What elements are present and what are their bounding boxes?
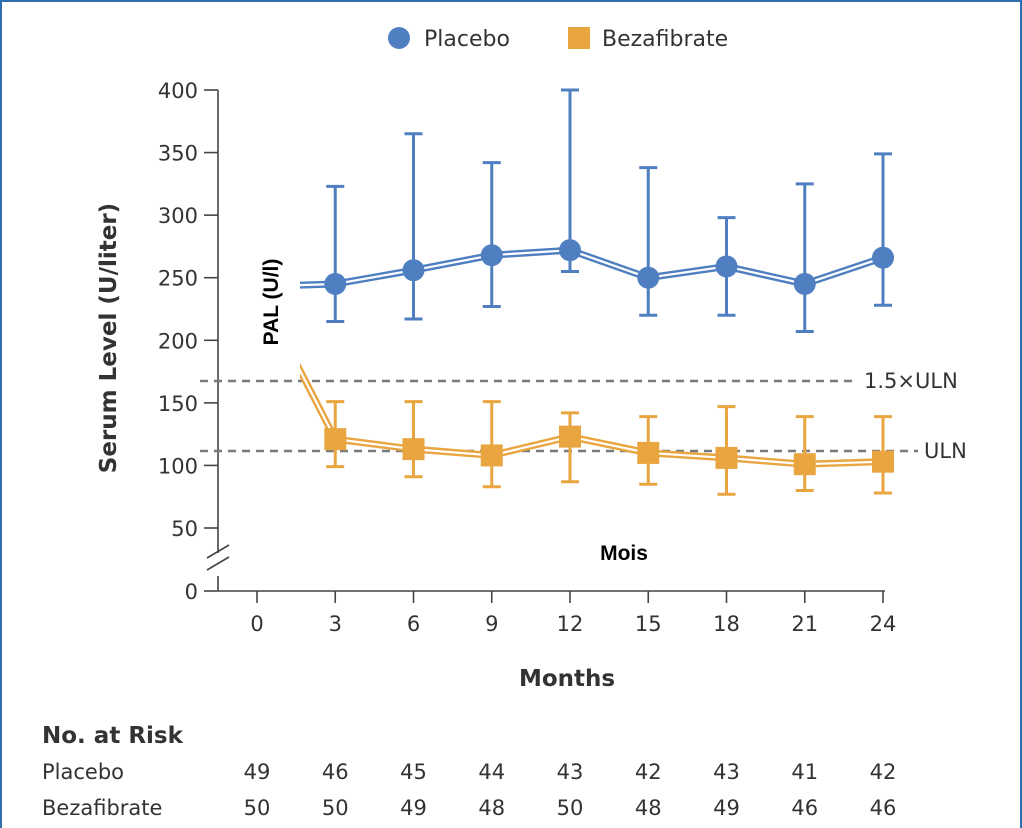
- y-tick-label: 200: [158, 329, 198, 353]
- x-tick-label: 9: [485, 612, 498, 636]
- data-point: [793, 272, 816, 295]
- data-point: [715, 446, 738, 469]
- y-tick-label: 300: [158, 204, 198, 228]
- y-tick-label: 0: [185, 580, 198, 604]
- risk-value: 46: [791, 796, 818, 820]
- risk-value: 44: [478, 760, 505, 784]
- data-point: [793, 453, 816, 476]
- risk-value: 43: [713, 760, 740, 784]
- x-tick-label: 0: [250, 612, 263, 636]
- risk-value: 50: [557, 796, 584, 820]
- x-tick-label: 12: [557, 612, 584, 636]
- data-point: [480, 444, 503, 467]
- ref-label-1-5uln: 1.5×ULN: [864, 369, 958, 393]
- risk-value: 49: [400, 796, 427, 820]
- risk-value: 46: [870, 796, 897, 820]
- data-point: [402, 438, 425, 461]
- risk-table-title: No. at Risk: [42, 723, 184, 749]
- ref-label-uln: ULN: [924, 439, 967, 463]
- data-point: [324, 428, 347, 451]
- data-point: [480, 244, 503, 267]
- risk-value: 42: [870, 760, 897, 784]
- legend-bezafibrate-marker: [568, 27, 590, 49]
- y-tick-label: 350: [158, 142, 198, 166]
- y-tick-label: 250: [158, 267, 198, 291]
- x-ticks: 0 3 6 9 12 15 18 21 24: [250, 591, 896, 636]
- x-tick-label: 15: [635, 612, 662, 636]
- risk-row-label-placebo: Placebo: [42, 760, 124, 784]
- y-axis-title: Serum Level (U/liter): [96, 203, 122, 473]
- x-tick-label: 18: [713, 612, 740, 636]
- data-point: [872, 450, 894, 473]
- risk-value: 48: [478, 796, 505, 820]
- risk-value: 50: [244, 796, 271, 820]
- reference-lines: 1.5×ULN ULN: [200, 369, 967, 463]
- legend-placebo-marker: [388, 27, 410, 49]
- x-tick-label: 3: [329, 612, 342, 636]
- data-point: [324, 272, 347, 295]
- x-tick-label: 21: [791, 612, 818, 636]
- risk-values: 49 46 45 44 43 42 43 41 42 50 50 49 48 50 48 49 46 46: [244, 760, 897, 820]
- data-point: [402, 259, 425, 282]
- risk-row-label-bezafibrate: Bezafibrate: [42, 796, 162, 820]
- x-tick-label: 6: [407, 612, 420, 636]
- risk-value: 46: [322, 760, 349, 784]
- risk-value: 48: [635, 796, 662, 820]
- risk-value: 49: [713, 796, 740, 820]
- overlay-xlabel: Mois: [600, 542, 648, 565]
- y-tick-label: 150: [158, 392, 198, 416]
- y-tick-label: 400: [158, 79, 198, 103]
- legend-bezafibrate-label: Bezafibrate: [602, 27, 728, 52]
- data-point: [637, 441, 660, 464]
- legend: Placebo Bezafibrate: [388, 27, 728, 52]
- y-tick-label: 50: [171, 517, 198, 541]
- risk-value: 49: [244, 760, 271, 784]
- x-axis-title: Months: [519, 666, 615, 692]
- risk-value: 41: [791, 760, 818, 784]
- x-tick-label: 24: [870, 612, 897, 636]
- y-ticks: 0 50 100 150 200 250 300 350 400: [158, 79, 218, 604]
- risk-value: 45: [400, 760, 427, 784]
- axis-break-marker: [206, 544, 230, 571]
- overlay-patch: [243, 145, 300, 377]
- risk-value: 42: [635, 760, 662, 784]
- series-group: [246, 88, 894, 496]
- risk-table: No. at Risk Placebo Bezafibrate 49 46 45 44…: [42, 723, 896, 820]
- risk-value: 50: [322, 796, 349, 820]
- data-point: [715, 255, 738, 278]
- series-placebo: [246, 88, 894, 334]
- data-point: [872, 246, 894, 269]
- data-point: [637, 266, 660, 289]
- data-point: [559, 239, 581, 262]
- risk-value: 43: [557, 760, 584, 784]
- data-point: [559, 425, 581, 448]
- legend-placebo-label: Placebo: [424, 27, 510, 52]
- overlay-ylabel: PAL (U/l): [260, 259, 283, 346]
- y-tick-label: 100: [158, 454, 198, 478]
